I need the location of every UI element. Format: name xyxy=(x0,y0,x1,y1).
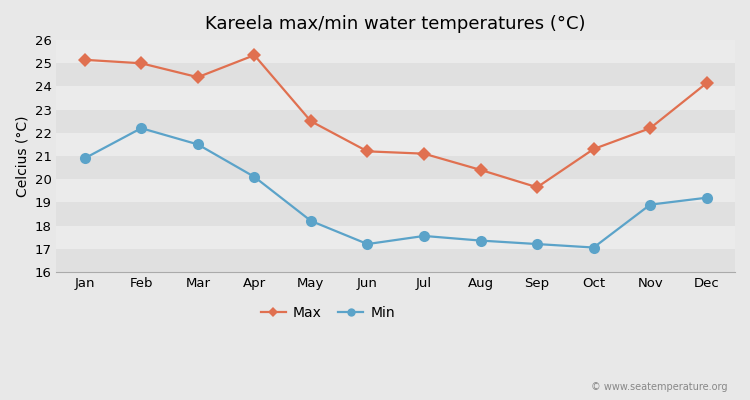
Max xyxy=(307,119,316,124)
Max xyxy=(250,53,259,58)
Min xyxy=(80,156,89,161)
Line: Min: Min xyxy=(80,123,712,253)
Bar xyxy=(56,133,735,156)
Min xyxy=(194,142,202,147)
Max xyxy=(702,80,711,85)
Min xyxy=(646,202,655,207)
Min xyxy=(250,174,259,179)
Bar xyxy=(56,249,735,272)
Bar xyxy=(56,226,735,249)
Max xyxy=(476,168,485,172)
Bar xyxy=(56,110,735,133)
Max xyxy=(532,185,542,190)
Min xyxy=(702,195,711,200)
Bar xyxy=(56,156,735,179)
Min xyxy=(532,242,542,246)
Bar xyxy=(56,179,735,202)
Text: © www.seatemperature.org: © www.seatemperature.org xyxy=(591,382,728,392)
Bar xyxy=(56,63,735,86)
Min xyxy=(136,126,146,130)
Bar xyxy=(56,202,735,226)
Title: Kareela max/min water temperatures (°C): Kareela max/min water temperatures (°C) xyxy=(206,15,586,33)
Max xyxy=(136,61,146,66)
Min xyxy=(307,218,316,223)
Max xyxy=(80,58,89,62)
Max xyxy=(363,149,372,154)
Max xyxy=(419,151,428,156)
Y-axis label: Celcius (°C): Celcius (°C) xyxy=(15,115,29,197)
Max xyxy=(194,75,202,80)
Line: Max: Max xyxy=(80,50,712,192)
Bar xyxy=(56,86,735,110)
Min xyxy=(363,242,372,246)
Max xyxy=(590,147,598,152)
Bar xyxy=(56,40,735,63)
Min xyxy=(590,245,598,250)
Max xyxy=(646,126,655,130)
Legend: Max, Min: Max, Min xyxy=(255,300,400,325)
Min xyxy=(476,238,485,243)
Min xyxy=(419,234,428,238)
